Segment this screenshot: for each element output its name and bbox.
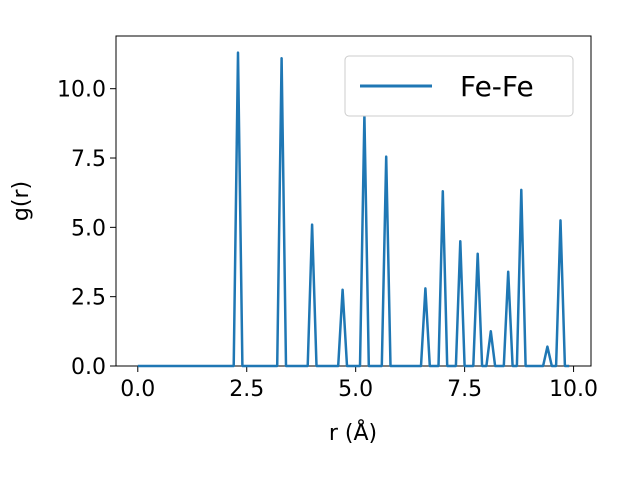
y-tick-label: 10.0 [57, 78, 106, 103]
y-tick-label: 5.0 [71, 216, 106, 241]
y-tick-label: 0.0 [71, 355, 106, 380]
x-axis-label: r (Å) [329, 419, 377, 446]
legend-box [344, 55, 574, 117]
x-tick-label: 5.0 [338, 377, 373, 402]
legend: Fe-Fe [344, 55, 574, 117]
x-ticks: 0.0 2.5 5.0 7.5 10.0 [120, 366, 598, 402]
series-group [137, 51, 570, 368]
x-tick-label: 2.5 [229, 377, 264, 402]
y-tick-label: 7.5 [71, 147, 106, 172]
legend-label: Fe-Fe [460, 70, 534, 103]
series-line-fe-fe [137, 51, 570, 368]
x-tick-label: 10.0 [549, 377, 598, 402]
x-tick-label: 7.5 [447, 377, 482, 402]
y-axis-label: g(r) [9, 181, 34, 221]
y-ticks: 0.0 2.5 5.0 7.5 10.0 [57, 78, 116, 380]
y-tick-label: 2.5 [71, 286, 106, 311]
x-tick-label: 0.0 [120, 377, 155, 402]
